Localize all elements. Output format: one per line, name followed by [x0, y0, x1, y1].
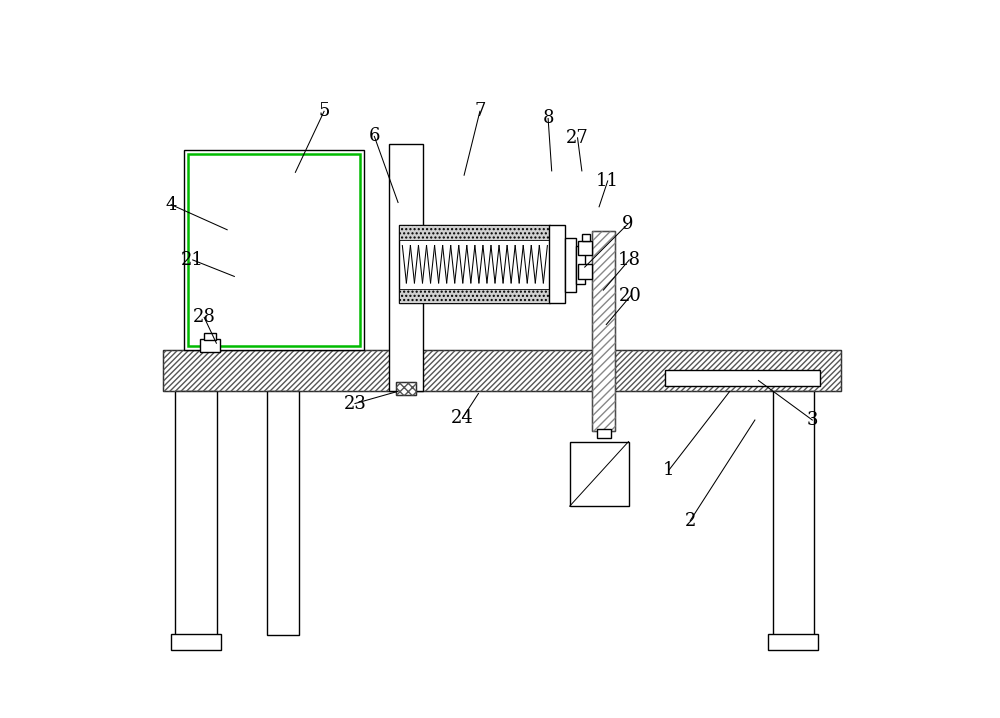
- Text: 20: 20: [619, 286, 642, 305]
- Text: 9: 9: [622, 215, 634, 233]
- Bar: [576, 246, 585, 284]
- Text: 23: 23: [344, 394, 366, 413]
- Bar: [399, 225, 550, 303]
- Bar: [188, 154, 360, 346]
- Bar: [768, 634, 818, 650]
- Bar: [389, 144, 423, 391]
- Bar: [582, 234, 590, 241]
- Bar: [163, 350, 841, 391]
- Bar: [597, 429, 611, 438]
- Bar: [773, 391, 814, 635]
- Bar: [592, 231, 615, 431]
- Bar: [184, 150, 364, 350]
- Text: 6: 6: [369, 127, 380, 146]
- Bar: [267, 391, 299, 635]
- Bar: [570, 442, 629, 506]
- Text: 8: 8: [542, 109, 554, 128]
- Bar: [578, 241, 592, 255]
- Text: 11: 11: [596, 172, 619, 190]
- Bar: [396, 382, 416, 395]
- Text: 24: 24: [451, 409, 474, 427]
- Bar: [578, 264, 592, 279]
- Bar: [665, 370, 820, 386]
- Text: 21: 21: [181, 251, 204, 269]
- Text: 2: 2: [685, 511, 696, 530]
- Text: 28: 28: [193, 308, 216, 327]
- Bar: [163, 350, 841, 391]
- Bar: [565, 238, 576, 292]
- Text: 18: 18: [618, 251, 641, 269]
- Text: 27: 27: [566, 129, 589, 147]
- Bar: [396, 382, 416, 395]
- Bar: [204, 333, 216, 340]
- Text: 3: 3: [807, 411, 818, 429]
- Bar: [200, 339, 220, 352]
- Text: 7: 7: [474, 102, 486, 121]
- Text: 4: 4: [165, 195, 177, 214]
- Bar: [399, 289, 550, 303]
- Bar: [549, 225, 565, 303]
- Bar: [399, 225, 550, 240]
- Bar: [171, 634, 221, 650]
- Text: 1: 1: [663, 461, 674, 480]
- Bar: [592, 231, 615, 431]
- Text: 5: 5: [318, 102, 330, 121]
- Bar: [175, 391, 217, 635]
